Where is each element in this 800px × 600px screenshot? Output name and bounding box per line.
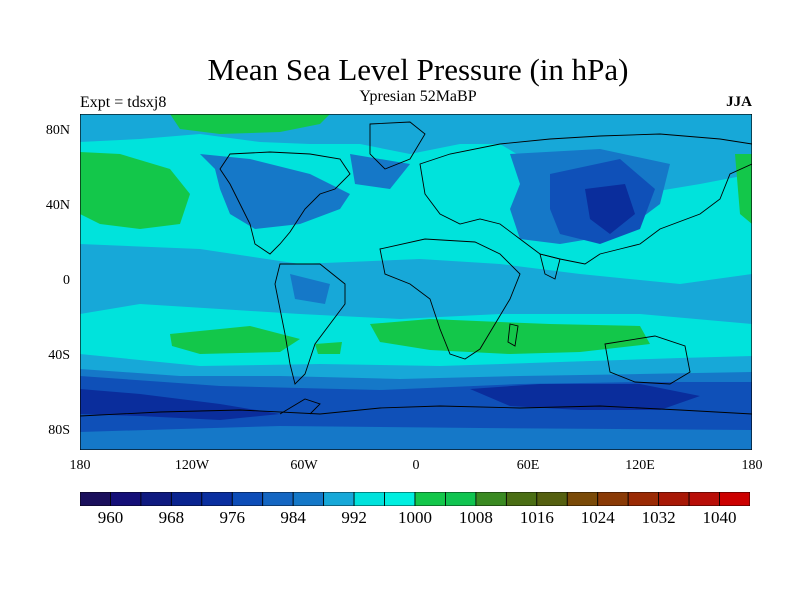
field-pacific-high-north [80,152,190,229]
colorbar-swatch [292,492,325,506]
field-na-low [200,154,350,229]
lat-tick-0: 0 [63,273,70,288]
colorbar-swatch [140,492,172,506]
colorbar-swatch [170,492,203,506]
lon-tick-180w: 180 [69,458,91,473]
field-s-pacific-high [170,326,300,354]
coast-europe-asia [419,133,752,265]
colorbar [80,492,750,506]
field-equator-near-mean [80,244,752,324]
field-southern-deep-east [470,384,700,410]
field-antarctic-mid [80,426,752,450]
coastlines [80,121,752,417]
colorbar-label: 1000 [398,508,432,527]
lon-tick-0: 0 [412,458,420,473]
colorbar-label: 984 [280,508,306,527]
colorbar-swatch [536,492,568,506]
lat-tick-40s: 40S [48,348,70,363]
lat-tick-80s: 80S [48,423,70,438]
pressure-map [80,114,752,450]
colorbar-swatch [566,492,599,506]
chart-title: Mean Sea Level Pressure (in hPa) [207,52,629,87]
colorbar-swatch [719,492,750,506]
coast-greenland [369,121,426,170]
coast-india [539,253,561,280]
field-pacific-high-east [735,154,752,224]
colorbar-label: 992 [341,508,367,527]
colorbar-label: 976 [219,508,246,527]
colorbar-swatch [505,492,538,506]
colorbar-swatch [627,492,660,506]
colorbar-swatch [80,492,111,506]
colorbar-swatch [688,492,720,506]
field-arctic-high [170,114,330,134]
field-southern-deep [80,389,280,420]
colorbar-label: 1024 [580,508,615,527]
colorbar-label: 1040 [702,508,737,527]
colorbar-swatch [110,492,142,506]
experiment-label: Expt = tdsxj8 [80,94,167,111]
coast-africa [379,238,521,360]
colorbar-swatch [414,492,446,506]
colorbar-swatch [231,492,264,506]
coast-antarctic-peninsula [279,398,321,415]
field-sa-low [290,274,330,304]
lat-tick-80n: 80N [45,123,70,138]
lon-tick-120w: 120W [174,458,210,473]
colorbar-swatch [323,492,355,506]
colorbar-label: 1032 [641,508,676,527]
coast-madagascar [507,323,519,347]
colorbar-label: 1016 [519,508,554,527]
coast-south-america [274,263,346,385]
field-asia-deep [585,184,635,234]
lon-tick-60e: 60E [516,458,540,473]
colorbar-swatch [658,492,690,506]
lat-tick-40n: 40N [45,198,70,213]
colorbar-label: 1008 [458,508,493,527]
field-sa-high [315,342,342,354]
coast-antarctica [80,405,752,417]
coast-north-america [219,151,351,255]
colorbar-swatch [201,492,233,506]
colorbar-swatch [262,492,294,506]
lon-tick-120e: 120E [625,458,655,473]
colorbar-label: 968 [158,508,185,527]
coast-australia [604,335,691,385]
colorbar-swatch [475,492,507,506]
colorbar-swatch [445,492,477,506]
lon-tick-60w: 60W [290,458,318,473]
season-label: JJA [726,94,752,110]
field-na-low-west [350,154,410,189]
colorbar-swatch [597,492,629,506]
colorbar-swatch [384,492,416,506]
colorbar-swatch [353,492,385,506]
chart-subtitle: Ypresian 52MaBP [359,88,477,105]
lon-tick-180e: 180 [741,458,763,473]
colorbar-label: 960 [97,508,124,527]
